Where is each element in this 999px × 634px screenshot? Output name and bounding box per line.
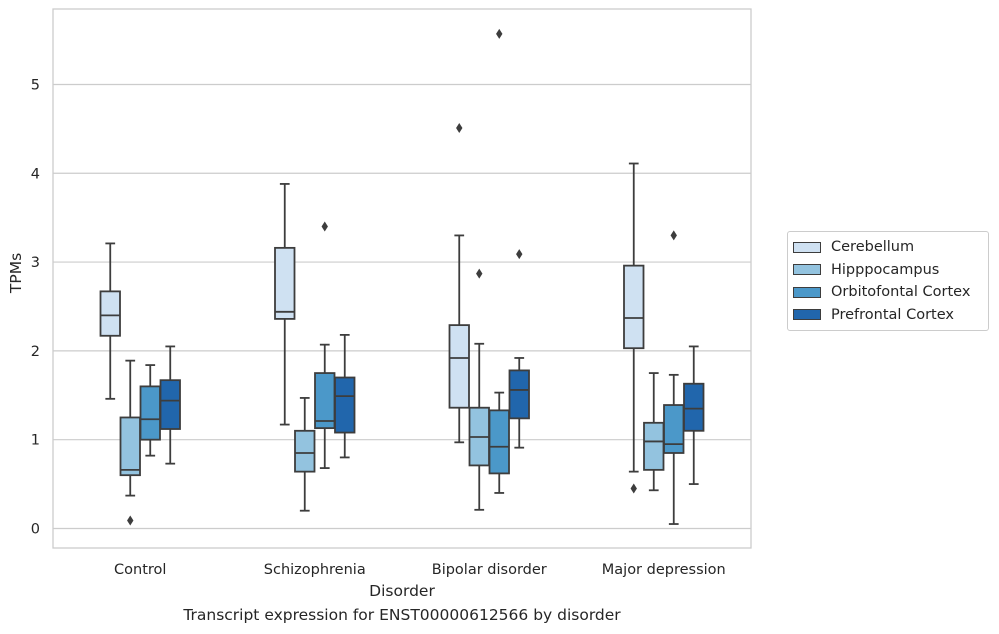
box-iqr <box>663 404 685 454</box>
legend-label: Cerebellum <box>831 239 915 256</box>
box-iqr <box>334 376 356 434</box>
box-cerebellum <box>448 122 470 444</box>
x-tick-label: Schizophrenia <box>264 562 366 578</box>
plot-frame <box>52 8 752 549</box>
outlier-point <box>476 268 483 279</box>
y-axis-label: TPMs <box>7 253 25 294</box>
y-tick-label: 5 <box>31 77 40 93</box>
box-iqr <box>623 264 645 350</box>
legend-label: Prefrontal Cortex <box>831 306 954 323</box>
box-prefrontal-cortex <box>683 345 705 485</box>
box-iqr <box>139 385 161 441</box>
box-iqr <box>488 409 510 475</box>
x-tick-label: Control <box>114 562 166 578</box>
box-iqr <box>683 382 705 432</box>
legend-label: Orbitofontal Cortex <box>831 284 971 301</box>
y-tick-label: 4 <box>31 166 40 182</box>
legend-item: Hipppocampus <box>788 259 988 282</box>
box-iqr <box>314 372 336 430</box>
y-tick-label: 0 <box>31 521 40 537</box>
outlier-point <box>516 249 523 260</box>
box-hipppocampus <box>643 372 665 492</box>
box-iqr <box>508 369 530 420</box>
x-tick-label: Major depression <box>602 562 726 578</box>
legend-item: Orbitofontal Cortex <box>788 281 988 304</box>
outlier-point <box>456 122 463 133</box>
boxes <box>99 28 705 526</box>
box-orbitofontal-cortex <box>314 221 336 469</box>
box-prefrontal-cortex <box>334 333 356 459</box>
gridlines <box>53 83 751 530</box>
box-cerebellum <box>274 183 296 426</box>
outlier-point <box>127 515 134 526</box>
box-iqr <box>99 290 121 337</box>
outlier-point <box>496 28 503 39</box>
legend: Cerebellum Hipppocampus Orbitofontal Corte… <box>787 231 989 331</box>
legend-swatch <box>793 309 821 321</box>
box-iqr <box>294 429 316 473</box>
outlier-point <box>670 230 677 241</box>
legend-swatch <box>793 241 821 253</box>
box-orbitofontal-cortex <box>663 230 685 525</box>
x-tick-labels: Control Schizophrenia Bipolar disorder Majo… <box>114 562 726 578</box>
box-hipppocampus <box>468 268 490 511</box>
legend-item: Prefrontal Cortex <box>788 304 988 327</box>
box-iqr <box>159 379 181 430</box>
box-hipppocampus <box>294 397 316 512</box>
box-cerebellum <box>99 242 121 400</box>
box-iqr <box>119 416 141 477</box>
outlier-point <box>630 483 637 494</box>
y-tick-label: 3 <box>31 255 40 271</box>
y-tick-label: 2 <box>31 344 40 360</box>
legend-label: Hipppocampus <box>831 261 940 278</box>
box-iqr <box>643 421 665 471</box>
y-tick-label: 1 <box>31 433 40 449</box>
x-axis-label: Disorder <box>369 582 435 600</box>
box-iqr <box>448 324 470 409</box>
box-hipppocampus <box>119 359 141 526</box>
legend-item: Cerebellum <box>788 236 988 259</box>
legend-swatch <box>793 286 821 298</box>
chart-caption: Transcript expression for ENST0000061256… <box>183 606 621 624</box>
x-tick-label: Bipolar disorder <box>432 562 547 578</box>
box-orbitofontal-cortex <box>139 364 161 457</box>
box-iqr <box>274 246 296 320</box>
box-prefrontal-cortex <box>508 249 530 449</box>
box-cerebellum <box>623 162 645 494</box>
box-prefrontal-cortex <box>159 345 181 465</box>
box-orbitofontal-cortex <box>488 28 510 494</box>
y-tick-labels: 0 1 2 3 4 5 <box>31 77 40 537</box>
legend-swatch <box>793 264 821 276</box>
outlier-point <box>321 221 328 232</box>
